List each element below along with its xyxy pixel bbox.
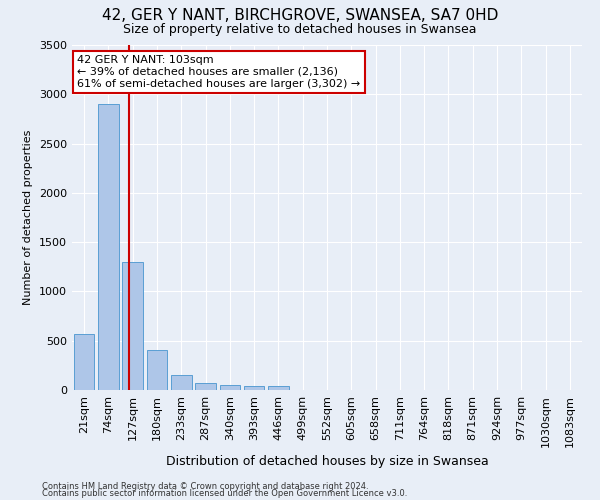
X-axis label: Distribution of detached houses by size in Swansea: Distribution of detached houses by size … [166,455,488,468]
Bar [244,386,265,390]
Text: 42 GER Y NANT: 103sqm
← 39% of detached houses are smaller (2,136)
61% of semi-d: 42 GER Y NANT: 103sqm ← 39% of detached … [77,56,361,88]
Text: Contains HM Land Registry data © Crown copyright and database right 2024.: Contains HM Land Registry data © Crown c… [42,482,368,491]
Bar [122,262,143,390]
Bar [171,374,191,390]
Bar [195,382,216,390]
Bar [268,386,289,390]
Bar [98,104,119,390]
Text: 42, GER Y NANT, BIRCHGROVE, SWANSEA, SA7 0HD: 42, GER Y NANT, BIRCHGROVE, SWANSEA, SA7… [102,8,498,22]
Bar [146,350,167,390]
Bar [220,385,240,390]
Text: Contains public sector information licensed under the Open Government Licence v3: Contains public sector information licen… [42,490,407,498]
Bar [74,334,94,390]
Text: Size of property relative to detached houses in Swansea: Size of property relative to detached ho… [123,22,477,36]
Y-axis label: Number of detached properties: Number of detached properties [23,130,34,305]
